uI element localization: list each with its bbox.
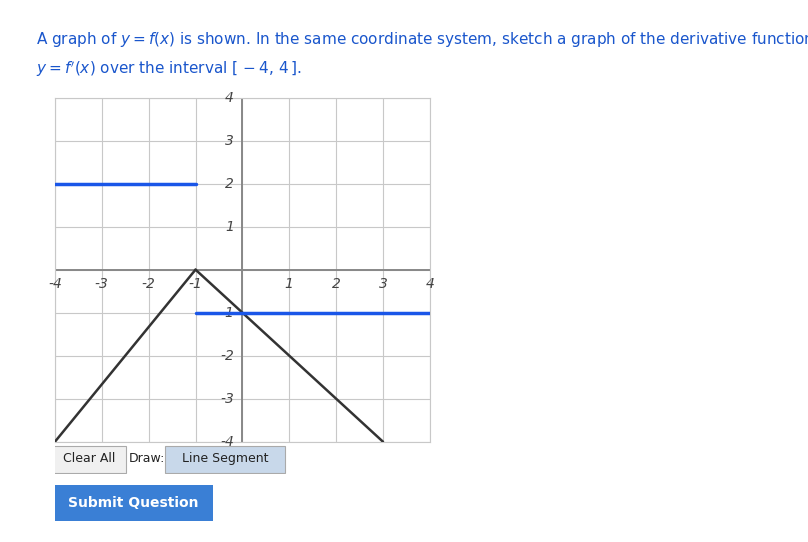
Text: -4: -4: [48, 278, 62, 292]
Text: Line Segment: Line Segment: [182, 452, 268, 465]
Text: -1: -1: [220, 306, 234, 320]
Text: Draw:: Draw:: [128, 452, 166, 465]
FancyBboxPatch shape: [47, 483, 221, 523]
Text: Submit Question: Submit Question: [69, 496, 199, 510]
Text: 1: 1: [225, 220, 234, 234]
Text: 3: 3: [379, 278, 387, 292]
Text: -1: -1: [188, 278, 203, 292]
Text: -2: -2: [220, 349, 234, 363]
Text: A graph of $y = f(x)$ is shown. In the same coordinate system, sketch a graph of: A graph of $y = f(x)$ is shown. In the s…: [36, 30, 808, 49]
Text: 2: 2: [225, 177, 234, 191]
Text: 4: 4: [426, 278, 434, 292]
Text: -3: -3: [220, 392, 234, 406]
Text: Clear All: Clear All: [62, 452, 115, 465]
Text: 1: 1: [285, 278, 293, 292]
Text: -4: -4: [220, 435, 234, 449]
Text: 4: 4: [225, 91, 234, 105]
Text: 2: 2: [332, 278, 340, 292]
Text: -3: -3: [95, 278, 109, 292]
Text: $y = f'(x)$ over the interval $[\,-4,\,4\,]$.: $y = f'(x)$ over the interval $[\,-4,\,4…: [36, 60, 302, 79]
Text: -2: -2: [141, 278, 156, 292]
FancyBboxPatch shape: [166, 446, 285, 473]
Text: 3: 3: [225, 133, 234, 147]
FancyBboxPatch shape: [52, 446, 125, 473]
